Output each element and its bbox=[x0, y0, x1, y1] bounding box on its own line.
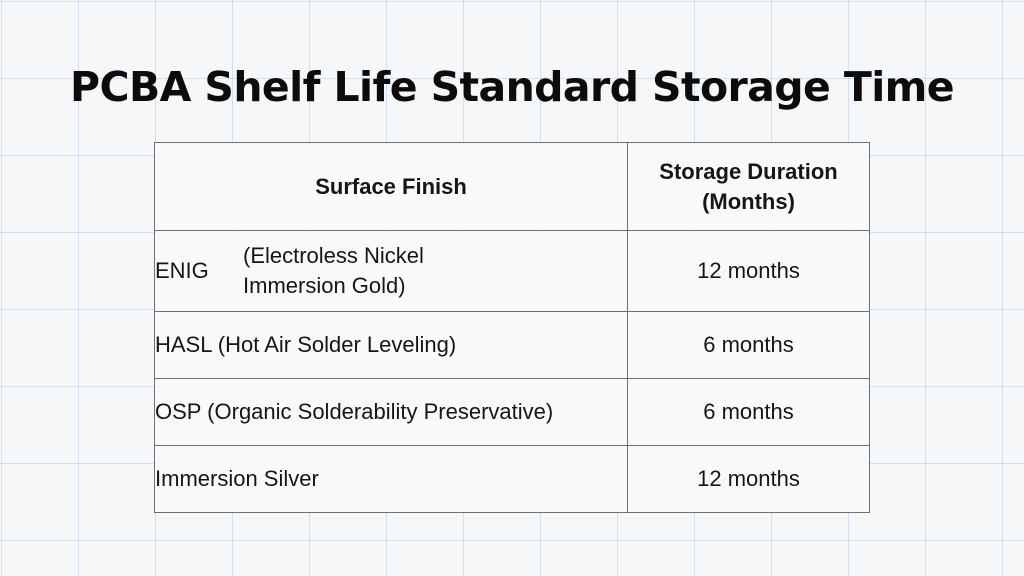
storage-duration-cell: 6 months bbox=[627, 311, 870, 379]
finish-full-name: (Electroless Nickel Immersion Gold) bbox=[243, 243, 424, 298]
storage-duration-header-line2: (Months) bbox=[702, 188, 795, 214]
storage-duration-cell: 12 months bbox=[627, 445, 870, 513]
table-header-row: Surface Finish Storage Duration (Months) bbox=[154, 142, 870, 231]
surface-finish-cell: ENIG (Electroless Nickel Immersion Gold) bbox=[154, 230, 628, 312]
table-row: ENIG (Electroless Nickel Immersion Gold)… bbox=[154, 230, 870, 312]
table-row: OSP (Organic Solderability Preservative)… bbox=[154, 378, 870, 446]
surface-finish-header: Surface Finish bbox=[154, 142, 628, 231]
storage-duration-header-line1: Storage Duration bbox=[659, 158, 838, 184]
storage-duration-cell: 6 months bbox=[627, 378, 870, 446]
table-row: Immersion Silver 12 months bbox=[154, 445, 870, 513]
finish-abbreviation: ENIG bbox=[155, 258, 209, 283]
surface-finish-cell: OSP (Organic Solderability Preservative) bbox=[154, 378, 628, 446]
storage-duration-cell: 12 months bbox=[627, 230, 870, 312]
storage-duration-header: Storage Duration (Months) bbox=[627, 142, 870, 231]
surface-finish-cell: HASL (Hot Air Solder Leveling) bbox=[154, 311, 628, 379]
shelf-life-table: Surface Finish Storage Duration (Months)… bbox=[154, 142, 870, 513]
table-row: HASL (Hot Air Solder Leveling) 6 months bbox=[154, 311, 870, 379]
surface-finish-cell: Immersion Silver bbox=[154, 445, 628, 513]
page-title: PCBA Shelf Life Standard Storage Time bbox=[70, 63, 955, 112]
